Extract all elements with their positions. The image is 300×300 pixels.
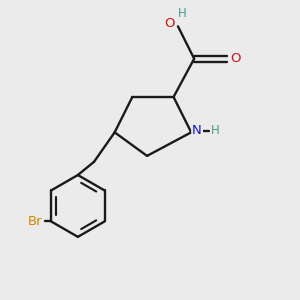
Text: Br: Br xyxy=(28,215,42,228)
Text: O: O xyxy=(231,52,241,65)
Text: N: N xyxy=(192,124,202,137)
Text: H: H xyxy=(178,7,187,20)
Text: O: O xyxy=(164,17,174,31)
Text: H: H xyxy=(211,124,220,137)
